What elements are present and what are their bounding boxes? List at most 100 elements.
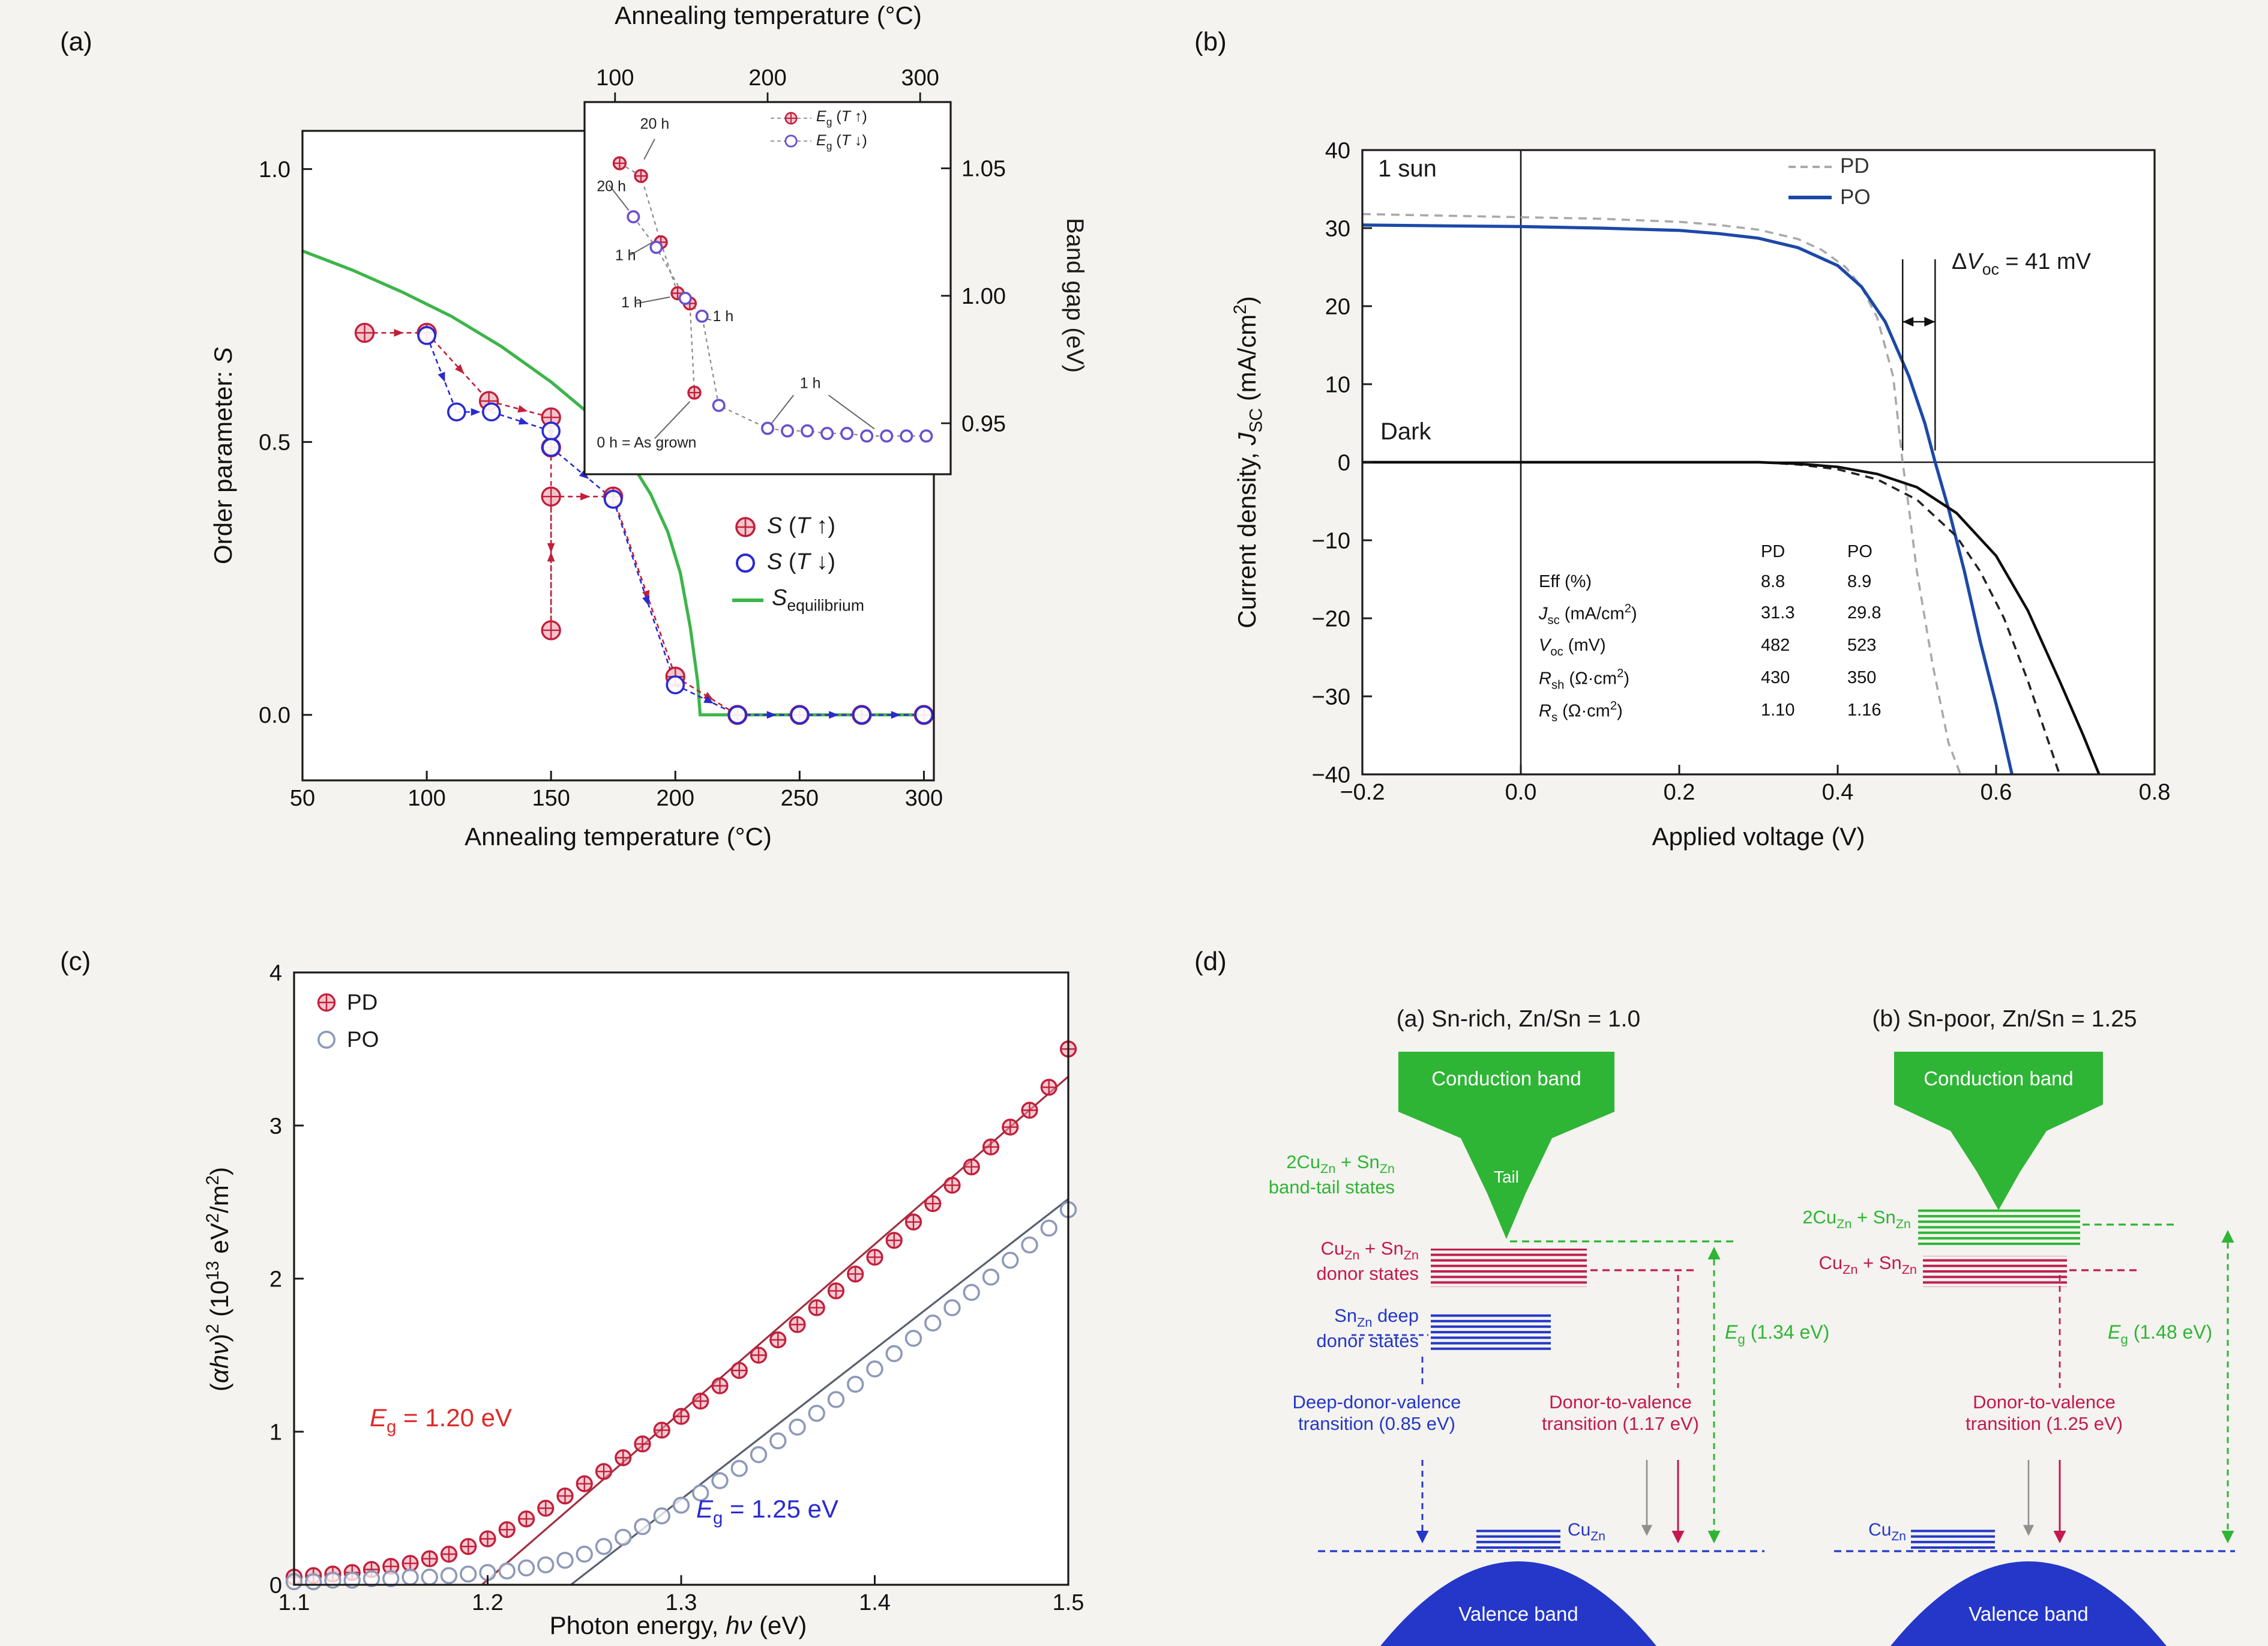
panel-c-legend: PD PO: [314, 989, 379, 1053]
panel-c-x-axis-label: Photon energy, hν (eV): [549, 1612, 807, 1640]
panel-c-plot: 1.1 1.2 1.3 1.4 1.5 0 1 2 3 4: [269, 960, 1084, 1615]
svg-text:0.0: 0.0: [259, 703, 290, 728]
svg-text:100: 100: [408, 786, 445, 811]
svg-text:40: 40: [1325, 138, 1350, 163]
svg-text:−40: −40: [1312, 762, 1350, 788]
svg-text:1.4: 1.4: [859, 1590, 891, 1615]
svg-text:−0.2: −0.2: [1340, 780, 1385, 805]
dark-annotation: Dark: [1380, 419, 1431, 445]
band-tail-states-label-left: 2CuZn + SnZn band-tail states: [1268, 1153, 1395, 1198]
panel-b-legend: PD PO: [1788, 154, 1871, 210]
panel-d-label: (d): [1194, 946, 1227, 976]
legend-item-eg-up: Eg (T ↑): [771, 108, 867, 128]
svg-text:−30: −30: [1312, 684, 1350, 710]
svg-text:300: 300: [905, 786, 943, 811]
panel-b-y-axis-label: Current density, JSC (mA/cm2): [1232, 296, 1267, 629]
legend-label-s-up: S (T ↑): [767, 514, 836, 539]
cuzn-states-left: [1476, 1527, 1560, 1550]
eg-down-marker-icon: [771, 134, 811, 148]
legend-label-pd-c: PD: [347, 989, 378, 1014]
svg-text:1.2: 1.2: [472, 1590, 504, 1615]
panel-a-legend: S (T ↑) S (T ↓) Sequilibrium: [732, 514, 864, 615]
eg-up-marker-icon: [771, 112, 811, 124]
conduction-band-right: [1894, 1052, 2103, 1210]
pd-line-sample-icon: [1788, 165, 1832, 167]
panel-a-label: (a): [60, 26, 92, 56]
svg-text:−10: −10: [1312, 528, 1350, 553]
panel-c-label: (c): [60, 946, 91, 976]
conduction-band-label-left: Conduction band: [1431, 1069, 1581, 1090]
svg-text:300: 300: [901, 65, 939, 91]
donor-states-label-right: CuZn + SnZn: [1818, 1253, 1917, 1278]
band-tail-states-label-right: 2CuZn + SnZn: [1802, 1208, 1911, 1232]
band-tail-states-right: [1918, 1208, 2080, 1246]
legend-label-s-down: S (T ↓): [767, 550, 836, 575]
svg-text:100: 100: [596, 65, 634, 91]
panel-b-label: (b): [1194, 26, 1227, 56]
panel-a-inset-y-axis-label: Band gap (eV): [1061, 218, 1087, 373]
panel-b-plot: −0.2 0.0 0.2 0.4 0.6 0.8 −40 −30 −20 −10 0 10 20 30 40: [1312, 138, 2171, 805]
svg-text:1.3: 1.3: [666, 1590, 697, 1615]
legend-item-po-c: PO: [314, 1026, 379, 1053]
valence-band-right: [1891, 1561, 2167, 1646]
svg-text:0.95: 0.95: [961, 411, 1006, 436]
donor-states-left: [1431, 1249, 1587, 1287]
svg-text:200: 200: [748, 65, 786, 91]
donor-transition-label-left: Donor-to-valence transition (1.17 eV): [1542, 1393, 1699, 1435]
s-eq-line-icon: [732, 598, 763, 602]
legend-label-eg-down: Eg (T ↓): [816, 131, 867, 151]
jv-table-row: Rsh (Ω·cm2) 430 350: [1539, 667, 1877, 693]
svg-text:−20: −20: [1312, 606, 1350, 632]
legend-item-s-up: S (T ↑): [732, 514, 864, 540]
svg-text:10: 10: [1325, 372, 1350, 397]
one-sun-annotation: 1 sun: [1378, 156, 1437, 182]
eg-pd-annotation: Eg = 1.20 eV: [370, 1405, 513, 1438]
bandgap-label-left: Eg (1.34 eV): [1725, 1323, 1830, 1348]
cuzn-label-right: CuZn: [1868, 1520, 1906, 1544]
legend-item-s-down: S (T ↓): [732, 550, 864, 576]
svg-text:0.8: 0.8: [2139, 780, 2171, 805]
svg-text:0.2: 0.2: [1664, 780, 1695, 805]
deep-donor-states-label-left: SnZn deep donor states: [1316, 1306, 1419, 1352]
s-up-marker-icon: [735, 517, 756, 537]
legend-label-po: PO: [1840, 185, 1871, 209]
bandgap-label-right: Eg (1.48 eV): [2108, 1323, 2213, 1348]
s-down-marker-icon: [736, 553, 755, 573]
svg-text:0.6: 0.6: [1981, 780, 2012, 805]
svg-text:4: 4: [269, 960, 282, 986]
legend-label-pd: PD: [1840, 154, 1869, 178]
svg-text:1.0: 1.0: [259, 157, 290, 182]
legend-item-eg-down: Eg (T ↓): [771, 131, 867, 151]
jv-table-row: Jsc (mA/cm2) 31.3 29.8: [1539, 602, 1881, 627]
panel-d-right-title: (b) Sn-poor, Zn/Sn = 1.25: [1872, 1006, 2137, 1033]
conduction-band-left: [1398, 1052, 1614, 1239]
panel-a-inset: 20 h 20 h 1 h 1 h 1 h 1 h 0 h = As grown 100 200…: [583, 65, 1006, 475]
eg-po-annotation: Eg = 1.25 eV: [696, 1496, 839, 1529]
svg-text:3: 3: [269, 1114, 282, 1139]
po-line-sample-icon: [1788, 196, 1832, 199]
donor-transition-label-right: Donor-to-valence transition (1.25 eV): [1966, 1393, 2123, 1435]
svg-text:0 h = As grown: 0 h = As grown: [597, 434, 696, 451]
svg-text:20 h: 20 h: [640, 116, 670, 133]
jv-table-row: Voc (mV) 482 523: [1539, 636, 1877, 660]
panel-a-inset-top-axis-label: Annealing temperature (°C): [615, 2, 922, 30]
legend-item-po: PO: [1788, 185, 1871, 210]
svg-text:1.00: 1.00: [961, 284, 1006, 309]
svg-text:30: 30: [1325, 216, 1350, 241]
delta-voc-annotation: ΔVoc = 41 mV: [1952, 250, 2092, 279]
svg-text:20 h: 20 h: [597, 178, 626, 195]
svg-text:200: 200: [657, 786, 694, 811]
svg-text:1.05: 1.05: [961, 157, 1006, 182]
panel-c-y-axis-label: (αhν)2 (1013 eV2/m2): [204, 1166, 234, 1392]
svg-text:1.5: 1.5: [1053, 1590, 1084, 1615]
legend-item-pd-c: PD: [314, 989, 379, 1016]
svg-text:150: 150: [532, 786, 570, 811]
jv-table-row: Eff (%) 8.8 8.9: [1539, 573, 1872, 592]
legend-label-eg-up: Eg (T ↑): [816, 108, 867, 128]
valence-band-label-left: Valence band: [1458, 1604, 1578, 1626]
jv-parameters-table: PD PO Eff (%) 8.8 8.9 Jsc (mA/cm2) 31.3 29.8 Voc…: [1539, 538, 1934, 730]
svg-text:50: 50: [290, 786, 315, 811]
po-marker-icon: [317, 1031, 335, 1049]
